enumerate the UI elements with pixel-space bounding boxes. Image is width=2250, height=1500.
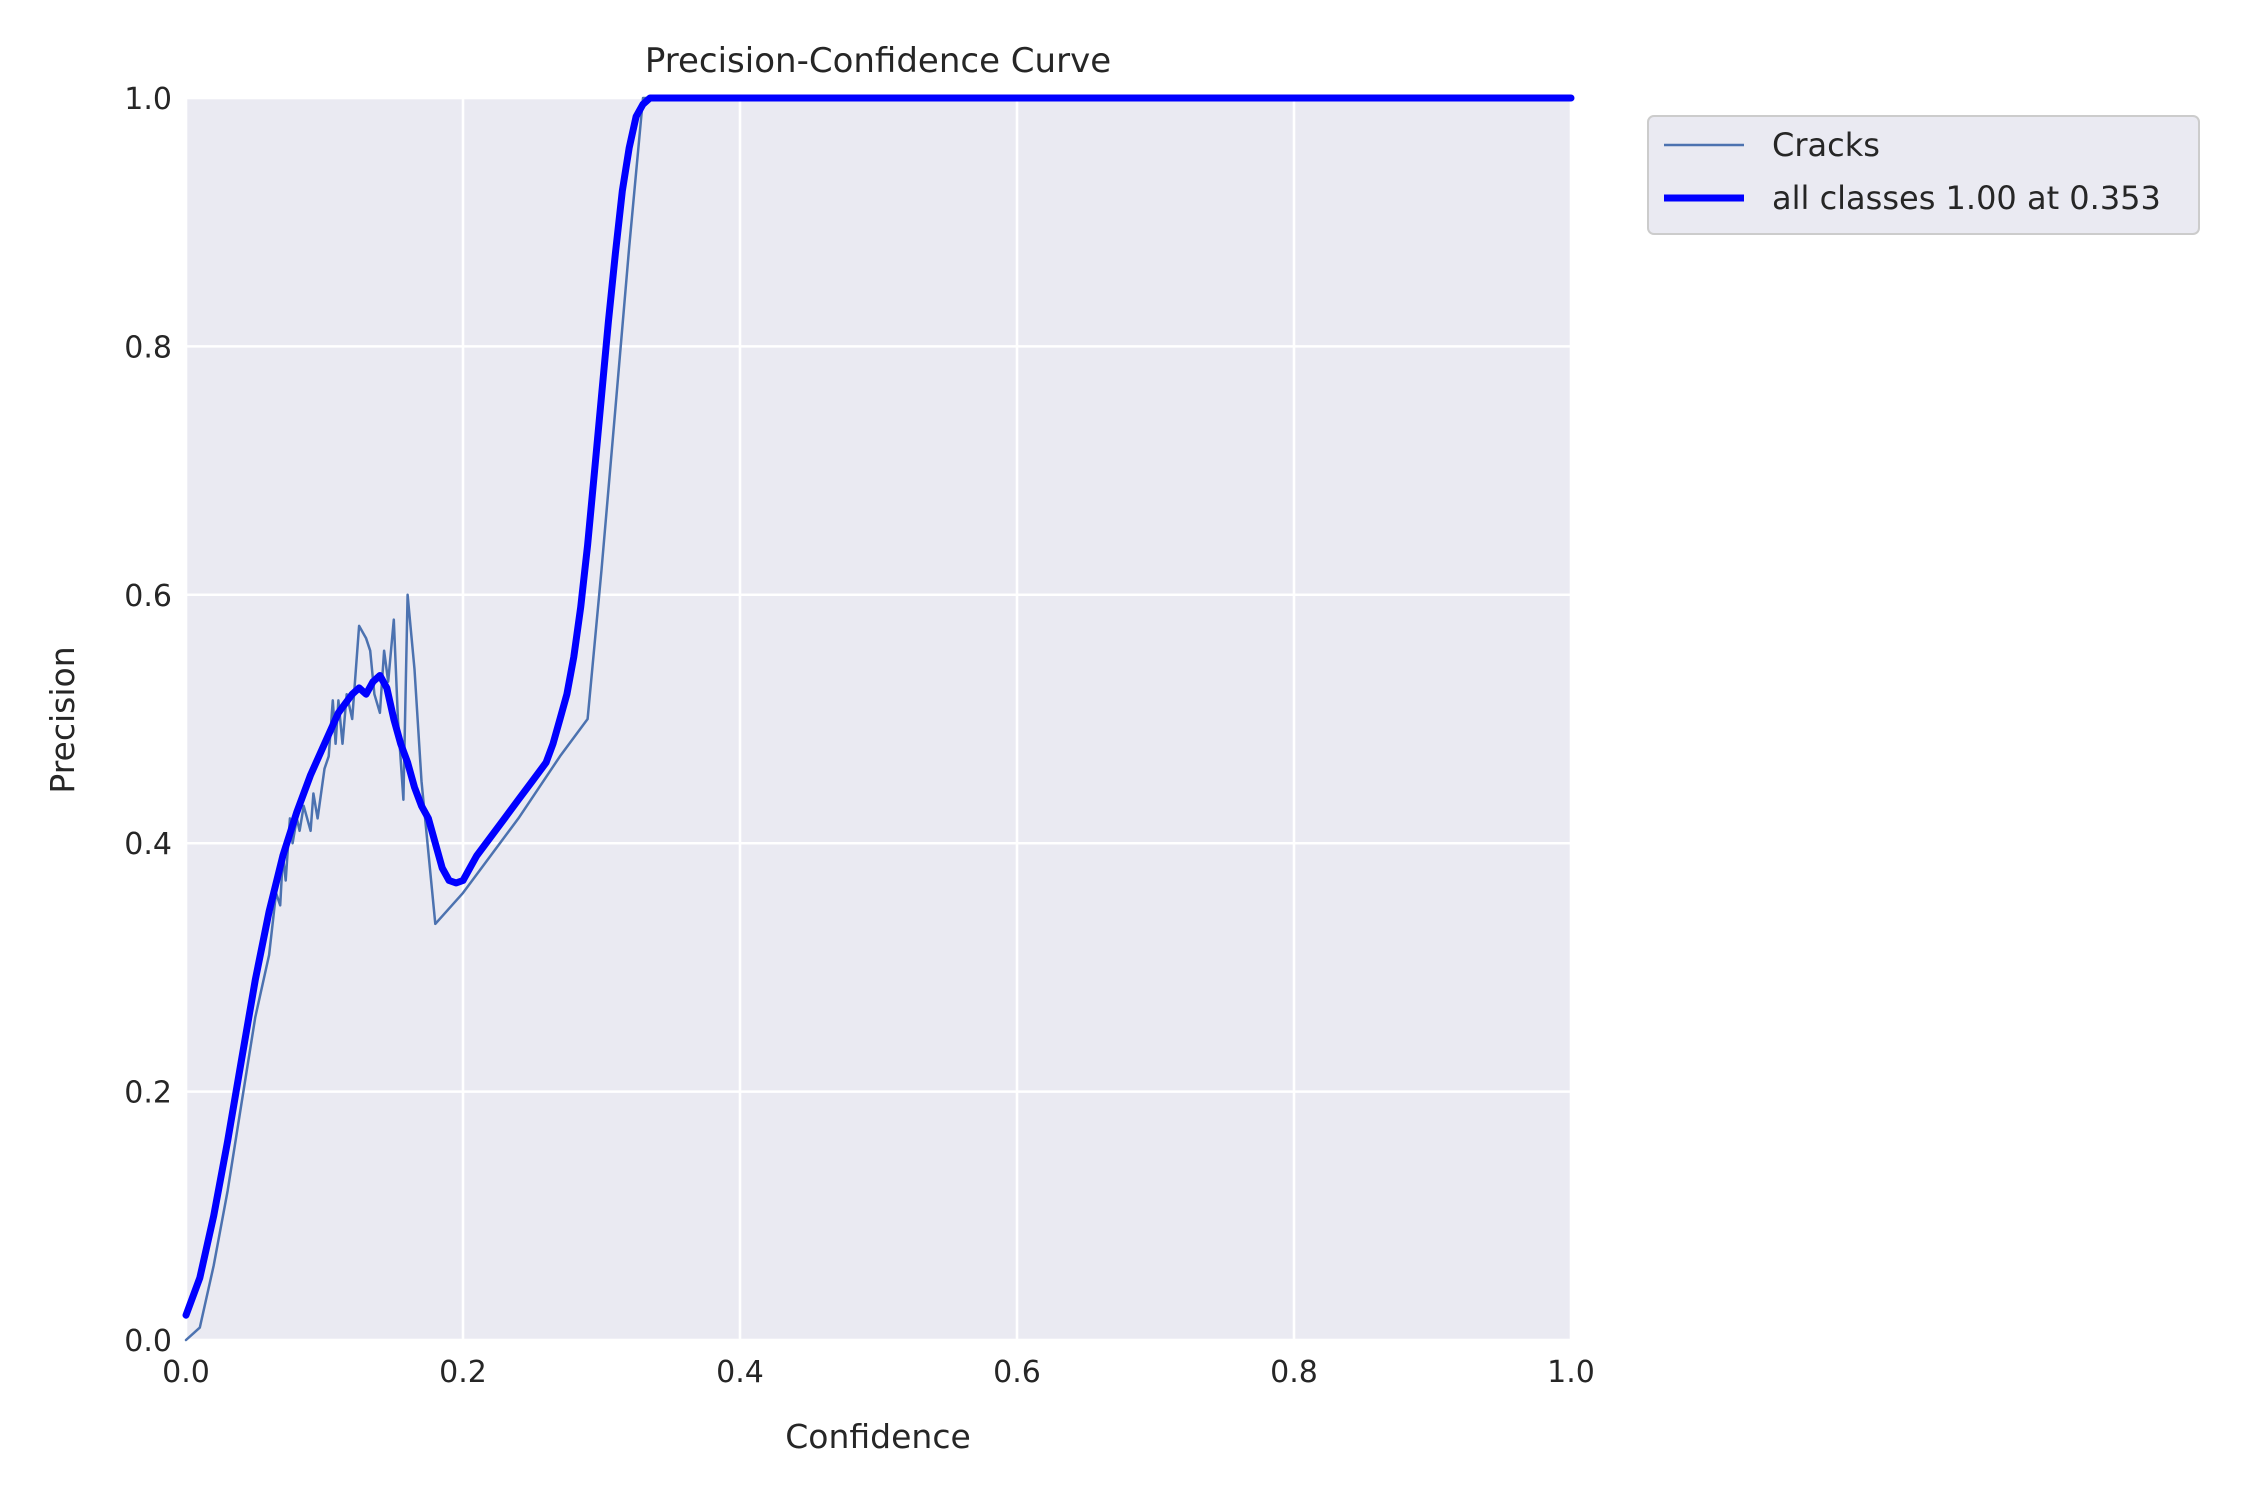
x-tick-label-5: 1.0 — [1547, 1355, 1595, 1390]
y-axis-title: Precision — [43, 646, 82, 793]
x-axis-title: Confidence — [785, 1417, 971, 1456]
legend-label-all-classes: all classes 1.00 at 0.353 — [1772, 179, 2161, 217]
legend: Cracks all classes 1.00 at 0.353 — [1647, 115, 2200, 235]
y-tick-label-2: 0.4 — [124, 827, 172, 862]
y-tick-label-1: 0.2 — [124, 1076, 172, 1111]
x-tick-label-0: 0.0 — [162, 1355, 210, 1390]
y-tick-label-4: 0.8 — [124, 330, 172, 365]
series-line-all-classes — [182, 94, 1575, 1319]
chart-title: Precision-Confidence Curve — [645, 41, 1111, 81]
x-tick-labels: 0.0 0.2 0.4 0.6 0.8 1.0 — [162, 1355, 1595, 1390]
legend-box — [1647, 115, 2200, 235]
y-tick-label-0: 0.0 — [124, 1324, 172, 1359]
series-line-cracks — [184, 96, 1573, 1342]
y-tick-label-5: 1.0 — [124, 82, 172, 117]
series-lines — [182, 94, 1575, 1342]
y-tick-label-3: 0.6 — [124, 579, 172, 614]
x-tick-label-1: 0.2 — [439, 1355, 487, 1390]
grid-lines — [184, 96, 1573, 1342]
legend-label-cracks: Cracks — [1772, 126, 1880, 164]
x-tick-label-3: 0.6 — [993, 1355, 1041, 1390]
x-tick-label-2: 0.4 — [716, 1355, 764, 1390]
x-tick-label-4: 0.8 — [1270, 1355, 1318, 1390]
y-tick-labels: 0.0 0.2 0.4 0.6 0.8 1.0 — [124, 82, 172, 1359]
